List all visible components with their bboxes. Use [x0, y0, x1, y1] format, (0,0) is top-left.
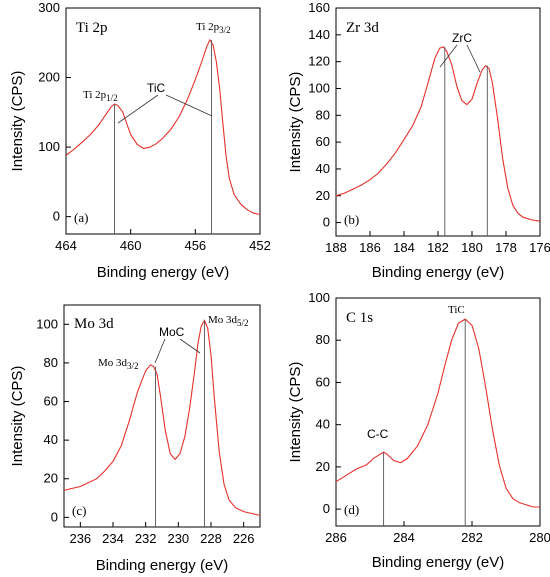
arrow-to-zrc-2	[466, 44, 481, 73]
y-tick-label: 300	[38, 0, 60, 15]
y-tick-label: 120	[308, 54, 330, 69]
panel-ti-2p: 464 460 456 452 0 100 200 300 Ti 2p (a) Ti 2p1/…	[9, 0, 271, 281]
x-tick-label: 234	[102, 531, 124, 546]
x-tick-label: 280	[529, 530, 550, 545]
x-tick-label: 464	[55, 238, 77, 253]
x-axis-label: Binding energy (eV)	[372, 554, 505, 571]
y-tick-label: 60	[316, 134, 330, 149]
y-tick-label: 0	[51, 509, 58, 524]
y-tick-label: 60	[316, 374, 330, 389]
y-tick-label: 80	[316, 332, 330, 347]
y-tick-label: 100	[38, 139, 60, 154]
arrow-to-mo-3d-3-2	[154, 338, 166, 364]
x-axis-label: Binding energy (eV)	[372, 264, 505, 281]
spectrum-line	[63, 319, 261, 516]
peak-lines	[114, 39, 212, 234]
panel-tag: (b)	[344, 212, 359, 227]
y-tick-label: 40	[44, 432, 58, 447]
peak-label-mo-3d-5-2: Mo 3d5/2	[208, 314, 249, 328]
x-tick-label: 182	[427, 240, 449, 255]
y-tick-label: 140	[308, 27, 330, 42]
plot-frame	[335, 7, 541, 237]
arrow-to-ti-2p-1-2	[117, 94, 159, 124]
panel-zr-3d: 188 186 184 182 180 178 176 0 20 40 60 80 100 120 140 1…	[287, 0, 550, 281]
peak-label-mo-3d-3-2: Mo 3d3/2	[98, 357, 139, 371]
arrow-to-zrc-1	[439, 44, 458, 68]
y-tick-label: 200	[38, 70, 60, 85]
y-tick-label: 0	[323, 501, 330, 516]
panel-tag: (c)	[72, 503, 86, 518]
panel-tag: (a)	[74, 210, 88, 225]
y-tick-label: 100	[308, 290, 330, 305]
plot-frame	[65, 7, 261, 235]
plot-frame	[335, 297, 541, 527]
y-tick-label: 0	[323, 215, 330, 230]
x-tick-label: 284	[393, 530, 415, 545]
panel-mo-3d: 236 234 232 230 228 226 0 20 40 60 80 100 Mo 3d (c)…	[9, 304, 261, 574]
x-tick-label: 456	[184, 238, 206, 253]
x-tick-label: 452	[249, 238, 271, 253]
y-tick-label: 0	[53, 209, 60, 224]
axes: 286 284 282 280 0 20 40 60 80 100	[308, 290, 550, 545]
component-label-moc: MoC	[159, 325, 185, 339]
x-tick-label: 286	[325, 530, 347, 545]
component-label-zrc: ZrC	[452, 31, 472, 45]
y-tick-label: 160	[308, 0, 330, 15]
x-tick-label: 176	[529, 240, 550, 255]
x-tick-label: 188	[325, 240, 347, 255]
y-axis-label: Intensity (CPS)	[9, 71, 26, 172]
x-tick-label: 226	[233, 531, 255, 546]
x-tick-label: 236	[69, 531, 91, 546]
component-label-tic: TiC	[147, 81, 166, 95]
axes: 464 460 456 452 0 100 200 300	[38, 0, 271, 253]
axes: 236 234 232 230 228 226 0 20 40 60 80 100	[36, 316, 254, 546]
axes: 188 186 184 182 180 178 176 0 20 40 60 80 100 120 140 1…	[308, 0, 550, 255]
x-tick-label: 178	[495, 240, 517, 255]
spectrum-line	[335, 318, 540, 508]
y-tick-label: 40	[316, 161, 330, 176]
y-tick-label: 20	[44, 471, 58, 486]
y-tick-label: 100	[308, 80, 330, 95]
y-axis-label: Intensity (CPS)	[9, 366, 26, 467]
peak-lines	[444, 46, 488, 236]
peak-label-c-c: C-C	[367, 427, 389, 441]
x-tick-label: 186	[359, 240, 381, 255]
x-tick-label: 232	[135, 531, 157, 546]
peak-lines	[383, 319, 466, 526]
x-tick-label: 228	[200, 531, 222, 546]
peak-lines	[155, 320, 205, 527]
panel-tag: (d)	[344, 502, 359, 517]
peak-label-tic: TiC	[448, 304, 465, 316]
peak-label-ti-2p-3-2: Ti 2p3/2	[196, 21, 231, 35]
y-tick-label: 20	[316, 188, 330, 203]
arrow-to-mo-3d-5-2	[179, 338, 201, 354]
panel-title: Zr 3d	[346, 20, 379, 36]
y-tick-label: 80	[316, 107, 330, 122]
x-tick-label: 180	[461, 240, 483, 255]
x-tick-label: 460	[120, 238, 142, 253]
y-axis-label: Intensity (CPS)	[287, 362, 304, 463]
panel-title: Mo 3d	[74, 316, 114, 332]
panel-title: Ti 2p	[76, 20, 108, 36]
y-tick-label: 60	[44, 394, 58, 409]
x-tick-label: 282	[461, 530, 483, 545]
plot-frame	[63, 304, 261, 528]
spectrum-line	[65, 38, 261, 216]
panel-title: C 1s	[346, 310, 373, 326]
y-tick-label: 100	[36, 316, 58, 331]
y-tick-label: 80	[44, 355, 58, 370]
x-tick-label: 230	[167, 531, 189, 546]
panel-c-1s: 286 284 282 280 0 20 40 60 80 100 C 1s (d) C-C Ti…	[287, 290, 550, 571]
x-axis-label: Binding energy (eV)	[96, 557, 229, 574]
spectrum-line	[335, 46, 541, 222]
x-axis-label: Binding energy (eV)	[97, 264, 230, 281]
x-tick-label: 184	[393, 240, 415, 255]
y-tick-label: 40	[316, 417, 330, 432]
y-axis-label: Intensity (CPS)	[287, 72, 304, 173]
y-tick-label: 20	[316, 459, 330, 474]
arrow-to-ti-2p-3-2	[165, 94, 213, 117]
peak-label-ti-2p-1-2: Ti 2p1/2	[83, 89, 118, 103]
